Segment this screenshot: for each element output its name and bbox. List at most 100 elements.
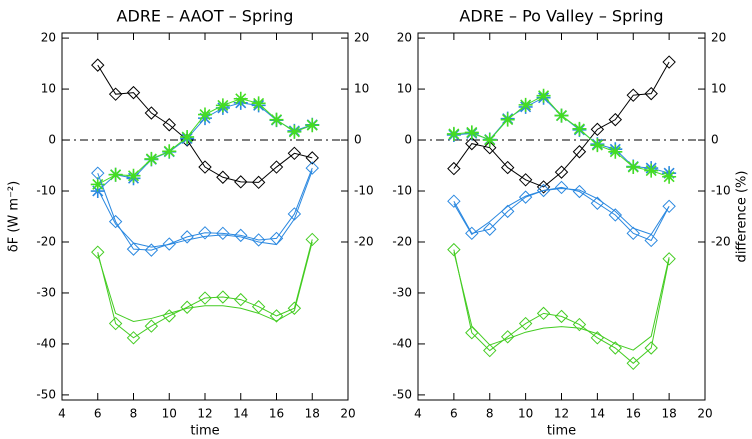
diamond-marker: [144, 319, 159, 333]
diamond-marker: [608, 341, 623, 355]
diamond-marker: [251, 300, 266, 314]
x-tick-label: 18: [305, 407, 320, 421]
star-marker: [233, 91, 248, 106]
x-tick-label: 20: [697, 407, 712, 421]
diamond-marker: [447, 242, 461, 257]
diamond-marker: [269, 309, 284, 323]
y-axis-label: δF (W m⁻²): [7, 181, 22, 252]
diamond-marker: [126, 85, 141, 100]
diamond-marker: [500, 160, 515, 175]
y-tick-label: -10: [392, 184, 412, 198]
x-tick-label: 8: [486, 407, 494, 421]
x-tick-label: 10: [162, 407, 177, 421]
diamond-marker: [518, 316, 533, 331]
diamond-marker: [447, 161, 461, 176]
diamond-marker: [144, 243, 159, 257]
star-marker: [536, 88, 551, 103]
series-line: [97, 167, 313, 251]
diamond-marker: [662, 55, 676, 69]
star-marker: [464, 125, 479, 140]
y-tick-label: 20: [41, 31, 56, 45]
series-line: [97, 64, 313, 183]
diamond-marker: [447, 194, 461, 208]
diamond-marker: [483, 343, 497, 358]
diamond-marker: [198, 291, 212, 305]
y2-tick-label: 20: [354, 31, 369, 45]
star-marker: [90, 177, 105, 192]
star-marker: [126, 168, 141, 183]
diamond-marker: [626, 356, 640, 371]
diamond-marker: [572, 317, 587, 332]
series-line: [97, 170, 313, 248]
y-tick-label: -30: [392, 285, 412, 299]
y2-tick-label: -20: [711, 234, 731, 248]
diamond-marker: [644, 341, 658, 355]
y-tick-label: 10: [41, 82, 56, 96]
diamond-marker: [554, 180, 569, 195]
y2-tick-label: -10: [711, 184, 731, 198]
star-marker: [446, 126, 461, 141]
y2-axis-label: difference (%): [735, 171, 750, 263]
diamond-marker: [108, 214, 123, 229]
x-tick-label: 6: [450, 407, 458, 421]
diamond-marker: [216, 290, 230, 304]
diamond-marker: [126, 242, 141, 256]
diamond-marker: [626, 88, 640, 102]
star-marker: [554, 108, 569, 123]
plot-frame: [61, 32, 349, 401]
x-tick-label: 12: [554, 407, 569, 421]
star-marker: [518, 97, 533, 112]
series-line: [453, 187, 670, 236]
star-marker: [590, 138, 605, 153]
diamond-marker: [536, 183, 551, 198]
series-line: [453, 252, 670, 351]
panel: ADRE – Po Valley – Spring time difference …: [392, 7, 749, 439]
series-line: [453, 61, 670, 188]
series-line: [97, 241, 313, 323]
diamond-marker: [644, 86, 658, 101]
y2-tick-label: 20: [711, 31, 726, 45]
star-marker: [500, 112, 515, 127]
x-tick-label: 8: [130, 407, 138, 421]
y-tick-label: -20: [36, 234, 56, 248]
x-tick-label: 6: [94, 407, 102, 421]
diamond-marker: [108, 316, 123, 331]
diamond-marker: [287, 207, 302, 221]
x-axis-label: time: [190, 424, 219, 439]
x-tick-label: 10: [518, 407, 533, 421]
x-tick-label: 16: [626, 407, 641, 421]
x-tick-label: 20: [340, 407, 355, 421]
diamond-marker: [465, 136, 479, 151]
diamond-marker: [144, 106, 159, 120]
y-tick-label: 10: [397, 82, 412, 96]
star-marker: [482, 133, 497, 148]
y2-tick-label: 0: [354, 133, 362, 147]
diamond-marker: [198, 160, 212, 174]
star-marker: [215, 98, 230, 113]
x-tick-label: 14: [233, 407, 248, 421]
series-line: [97, 239, 313, 339]
diamond-marker: [162, 118, 176, 132]
diamond-marker: [91, 245, 105, 259]
chart-title: ADRE – Po Valley – Spring: [459, 7, 663, 26]
diamond-marker: [91, 166, 105, 180]
star-marker: [269, 112, 284, 127]
y2-tick-label: 0: [711, 133, 719, 147]
diamond-marker: [305, 151, 319, 165]
diamond-marker: [608, 112, 623, 127]
diamond-marker: [287, 301, 302, 315]
diamond-marker: [554, 165, 569, 179]
y2-tick-label: 10: [354, 82, 369, 96]
diamond-marker: [590, 122, 605, 137]
diamond-marker: [626, 226, 640, 241]
diamond-marker: [662, 199, 676, 214]
star-marker: [198, 107, 212, 122]
star-marker: [305, 118, 320, 133]
series-line: [453, 249, 670, 364]
star-marker: [572, 121, 587, 136]
y-tick-label: -20: [392, 234, 412, 248]
diamond-marker: [198, 226, 212, 240]
star-marker: [144, 151, 159, 166]
x-tick-label: 4: [58, 407, 66, 421]
